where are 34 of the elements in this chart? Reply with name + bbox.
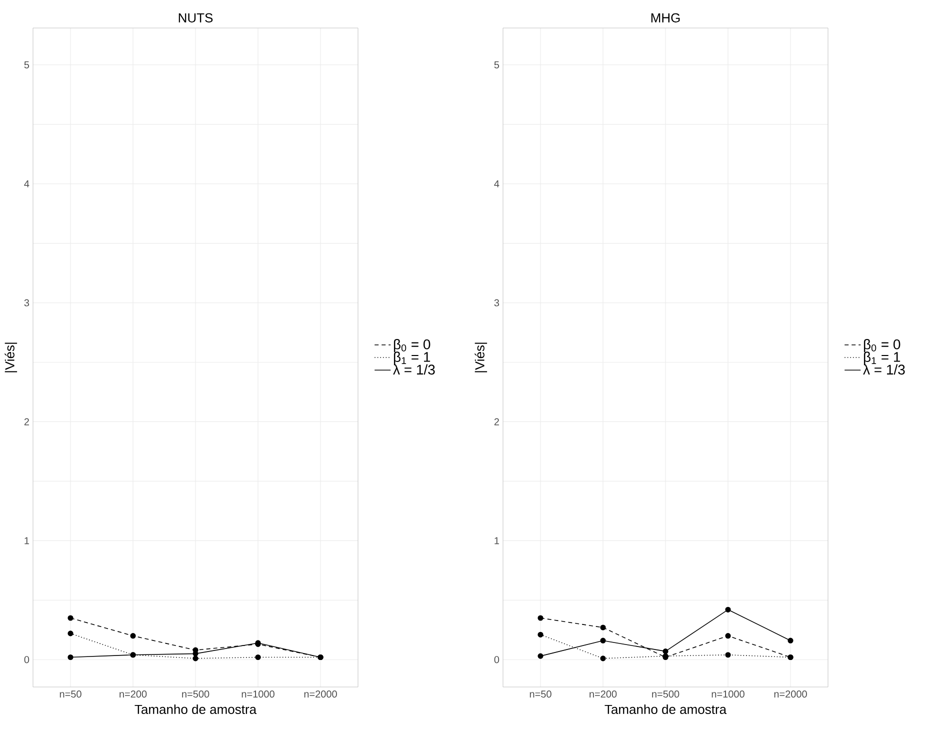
y-tick-label: 4 <box>24 180 30 188</box>
legend-label: β$_{1}$ = 1 <box>864 352 900 365</box>
x-tick-label: n=50 <box>60 690 82 698</box>
y-tick-label: 4 <box>494 180 500 188</box>
y-tick-label: 2 <box>494 418 499 426</box>
x-tick-label: n=2000 <box>304 690 337 698</box>
legend-label: β$_{1}$ = 1 <box>394 352 430 365</box>
chart-title: MHG <box>651 13 680 22</box>
x-axis-title: Tamanho de amostra <box>134 704 257 714</box>
x-tick-label: n=50 <box>530 690 552 698</box>
y-tick-label: 2 <box>24 418 29 426</box>
x-tick-label: n=500 <box>652 690 680 698</box>
y-tick-label: 3 <box>494 299 500 306</box>
y-tick-label: 5 <box>24 61 30 68</box>
y-tick-label: 0 <box>494 656 500 664</box>
y-tick-label: 1 <box>494 537 499 544</box>
y-tick-label: 5 <box>494 61 500 68</box>
y-tick-label: 3 <box>24 299 30 306</box>
x-tick-label: n=1000 <box>712 690 744 698</box>
x-axis-title: Tamanho de amostra <box>604 704 727 714</box>
y-axis-title: |Viés| <box>474 342 488 372</box>
legend-label: λ = 1/3 <box>393 364 435 375</box>
y-axis-title: |Viés| <box>4 342 18 372</box>
chart-title: NUTS <box>178 13 213 22</box>
legend-label: β$_{0}$ = 0 <box>394 339 430 352</box>
x-tick-label: n=200 <box>590 690 617 698</box>
y-tick-label: 0 <box>24 656 30 664</box>
y-tick-label: 1 <box>24 537 29 544</box>
legend-label: β$_{0}$ = 0 <box>864 339 900 352</box>
legend-label: λ = 1/3 <box>863 364 905 375</box>
x-tick-label: n=200 <box>120 690 147 698</box>
x-tick-label: n=500 <box>182 690 210 698</box>
x-tick-label: n=1000 <box>242 690 274 698</box>
x-tick-label: n=2000 <box>774 690 807 698</box>
